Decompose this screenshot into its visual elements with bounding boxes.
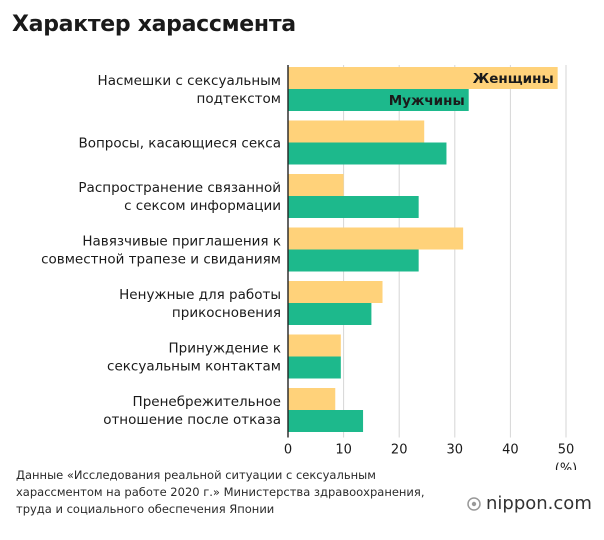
bar-men-2 [288,196,419,218]
category-label: совместной трапезе и свиданиям [41,252,281,268]
source-note: Данные «Исследования реальной ситуации с… [16,468,425,516]
x-tick-label: 30 [447,443,464,458]
category-label: сексуальным контактам [107,359,281,375]
x-tick-label: 20 [391,443,408,458]
category-label: Вопросы, касающиеся секса [78,136,281,152]
bar-women-2 [288,174,344,196]
bar-men-6 [288,410,364,432]
category-label: Навязчивые приглашения к [82,234,281,250]
bar-women-5 [288,334,341,357]
legend-men: Мужчины [389,93,465,109]
bar-women-1 [288,120,425,143]
category-label: Распространение связанной [78,180,281,196]
bar-men-3 [288,249,419,272]
category-label: Ненужные для работы [119,287,281,303]
bar-men-1 [288,142,447,165]
brand-logo: nippon.com [467,493,592,514]
x-tick-label: 50 [558,443,575,458]
bar-men-0 [288,89,469,111]
chart-title: Характер харассмента [12,12,296,37]
category-label: подтекстом [197,91,281,107]
category-label: прикосновения [172,305,281,321]
nippon-logo-icon [467,496,481,511]
brand-name: nippon.com [486,493,592,514]
bar-women-0 [288,67,558,89]
bar-women-3 [288,227,464,250]
bar-chart: Насмешки с сексуальным подтекстом Вопросы,… [41,65,578,471]
bar-men-4 [288,303,372,325]
category-label: Принуждение к [169,341,281,357]
x-tick-label: 10 [335,443,352,458]
legend-women: Женщины [473,71,554,87]
category-label: Пренебрежительное [133,394,281,410]
x-tick-label: 0 [284,443,292,458]
bar-men-5 [288,356,341,379]
bar-women-4 [288,281,383,303]
x-tick-label: 40 [502,443,519,458]
bar-women-6 [288,388,336,410]
x-axis-unit-label: (%) [555,462,578,471]
category-label: с сексом информации [124,198,281,214]
category-label: отношение после отказа [103,412,281,428]
category-label: Насмешки с сексуальным [98,73,281,89]
